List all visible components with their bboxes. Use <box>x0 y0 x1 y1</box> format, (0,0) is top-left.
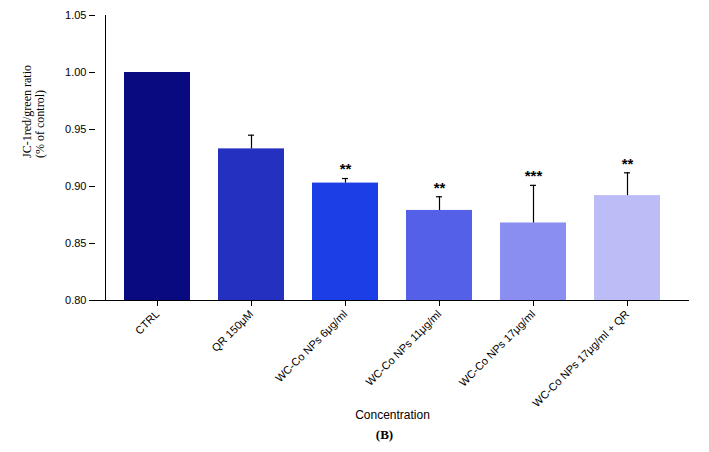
svg-text:WC-Co NPs 6μg/ml: WC-Co NPs 6μg/ml <box>273 308 350 385</box>
svg-text:Concentration: Concentration <box>355 408 430 422</box>
svg-text:CTRL: CTRL <box>133 308 162 337</box>
svg-text:**: ** <box>622 155 634 172</box>
svg-text:***: *** <box>525 167 543 184</box>
svg-text:1.05: 1.05 <box>65 9 86 21</box>
svg-text:1.00: 1.00 <box>65 66 86 78</box>
svg-text:WC-Co NPs 17μg/ml + QR: WC-Co NPs 17μg/ml + QR <box>530 308 631 409</box>
svg-text:QR 150μM: QR 150μM <box>209 308 255 354</box>
svg-text:0.80: 0.80 <box>65 294 86 306</box>
svg-text:WC-Co NPs 17μg/ml: WC-Co NPs 17μg/ml <box>457 308 538 389</box>
svg-text:WC-Co NPs 11μg/ml: WC-Co NPs 11μg/ml <box>363 308 443 388</box>
svg-text:0.90: 0.90 <box>65 180 86 192</box>
svg-text:**: ** <box>434 179 446 196</box>
svg-text:JC-1red/green ratio(% of contr: JC-1red/green ratio(% of control) <box>20 65 47 158</box>
svg-text:0.85: 0.85 <box>65 237 86 249</box>
html-text:(B): (B) <box>375 427 394 442</box>
svg-text:0.95: 0.95 <box>65 123 86 135</box>
svg-text:**: ** <box>340 160 352 177</box>
